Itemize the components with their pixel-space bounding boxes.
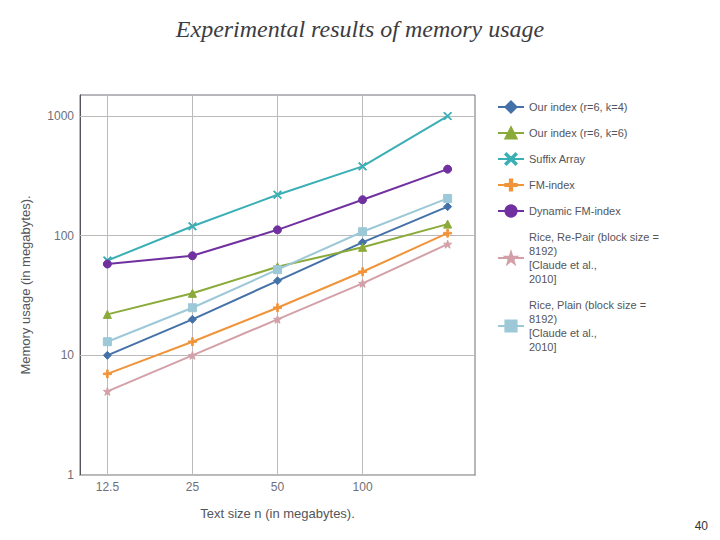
svg-text:40: 40 [695,519,709,533]
svg-text:Experimental results of memory: Experimental results of memory usage [175,16,545,42]
svg-text:2010]: 2010] [529,341,557,353]
svg-text:1: 1 [67,468,74,482]
svg-text:8192): 8192) [529,313,557,325]
svg-text:100: 100 [353,480,373,494]
svg-text:1000: 1000 [47,109,74,123]
svg-text:Our index (r=6, k=6): Our index (r=6, k=6) [529,127,627,139]
svg-text:25: 25 [186,480,200,494]
svg-text:50: 50 [271,480,285,494]
svg-text:2010]: 2010] [529,273,557,285]
svg-text:8192): 8192) [529,245,557,257]
svg-text:[Claude et al.,: [Claude et al., [529,327,597,339]
svg-text:10: 10 [61,348,75,362]
svg-text:Text size n (in megabytes).: Text size n (in megabytes). [200,506,355,521]
svg-text:100: 100 [54,229,74,243]
svg-text:Dynamic FM-index: Dynamic FM-index [529,205,621,217]
svg-text:FM-index: FM-index [529,179,575,191]
svg-text:Memory usage (in megabytes).: Memory usage (in megabytes). [18,195,33,374]
svg-text:[Claude et al.,: [Claude et al., [529,259,597,271]
svg-text:Suffix Array: Suffix Array [529,153,586,165]
svg-text:Our index (r=6, k=4): Our index (r=6, k=4) [529,101,627,113]
svg-text:Rice, Re-Pair (block size =: Rice, Re-Pair (block size = [529,231,659,243]
svg-text:Rice, Plain (block size =: Rice, Plain (block size = [529,299,646,311]
svg-text:12.5: 12.5 [96,480,120,494]
